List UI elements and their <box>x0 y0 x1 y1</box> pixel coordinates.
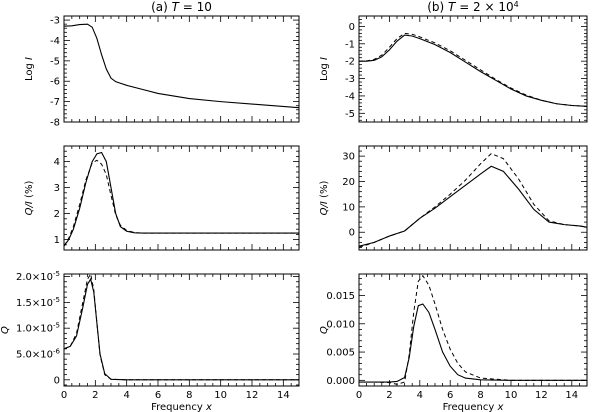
y-tick-label: 2.0×10-5 <box>16 270 60 283</box>
plot-frame <box>358 273 588 387</box>
y-tick-label: 3 <box>54 183 60 194</box>
y-tick-label: 10 <box>342 202 355 213</box>
x-tick-label: 14 <box>277 390 290 401</box>
chart-panel-2: 0 -1 -2 -3 -4 -5 (b) T = 2 × 104 Log I <box>319 0 588 123</box>
y-tick-label: 0 <box>349 228 355 239</box>
y-tick-label: -6 <box>50 77 60 88</box>
x-tick-label: 0 <box>61 390 67 401</box>
y-tick-label: -4 <box>50 36 60 47</box>
solid-series-line <box>64 151 299 247</box>
y-tick-label: 0.000 <box>326 376 355 387</box>
y-axis-label: Q/I (%) <box>319 181 330 216</box>
y-tick-label: -3 <box>345 74 355 85</box>
plot-frame <box>63 15 300 123</box>
y-tick-label: 1 <box>54 235 60 246</box>
y-tick-label: 5.0×10-6 <box>16 348 61 361</box>
chart-panel-4: 0 10 20 30 Q/I (%) <box>319 145 588 251</box>
solid-series-line <box>64 23 299 109</box>
solid-series-line <box>359 34 587 107</box>
y-tick-label: -3 <box>50 16 60 27</box>
plot-frame <box>358 15 588 123</box>
x-tick-label: 2 <box>92 390 98 401</box>
x-tick-label: 6 <box>155 390 161 401</box>
chart-panel-1: -3 -4 -5 -6 -7 -8 (a) T = 10 Log I <box>24 0 300 129</box>
chart-panel-6: 0 2 4 6 8 10 12 14 0.000 0.005 0.010 0.015 Q Frequenc… <box>319 273 588 412</box>
x-tick-label: 8 <box>186 390 192 401</box>
y-tick-label: 1.0×10-5 <box>16 322 60 335</box>
solid-series-line <box>359 165 587 247</box>
y-axis-label: Q <box>319 326 330 334</box>
solid-series-line <box>64 277 299 381</box>
x-tick-label: 0 <box>356 390 362 401</box>
x-tick-label: 12 <box>246 390 259 401</box>
x-tick-label: 14 <box>565 390 578 401</box>
solid-series-line <box>359 303 587 383</box>
y-tick-label: 2 <box>54 209 60 220</box>
dashed-series-line <box>359 32 587 107</box>
x-tick-label: 8 <box>477 390 483 401</box>
dashed-series-line <box>359 153 587 248</box>
x-tick-label: 10 <box>214 390 227 401</box>
x-tick-label: 10 <box>505 390 518 401</box>
y-axis-label: Log I <box>319 57 330 81</box>
dashed-series-line <box>64 159 299 247</box>
x-tick-label: 4 <box>123 390 129 401</box>
chart-title: (a) T = 10 <box>151 0 212 14</box>
y-tick-label: 30 <box>342 152 355 163</box>
y-tick-label: 1.5×10-5 <box>16 296 60 309</box>
y-tick-label: 0.005 <box>326 348 355 359</box>
y-tick-label: -5 <box>345 109 355 120</box>
x-axis-label: Frequency x <box>443 402 504 412</box>
y-tick-label: -5 <box>50 56 60 67</box>
y-tick-label: 4 <box>54 157 60 168</box>
x-axis-label: Frequency x <box>151 402 212 412</box>
chart-panel-3: 1 2 3 4 Q/I (%) <box>24 145 300 251</box>
y-tick-label: 0.010 <box>326 319 355 330</box>
y-axis-label: Q <box>0 326 11 334</box>
dashed-series-line <box>64 274 299 381</box>
y-tick-label: -1 <box>345 39 355 50</box>
y-tick-label: 20 <box>342 177 355 188</box>
y-tick-label: 0.015 <box>326 291 355 302</box>
y-tick-label: 0 <box>349 22 355 33</box>
y-axis-label: Log I <box>24 57 35 81</box>
y-tick-label: -2 <box>345 57 355 68</box>
y-tick-label: -4 <box>345 91 355 102</box>
chart-panel-5: 0 2 4 6 8 10 12 14 0 5.0×10-6 1.0×10-5 1.5×10-5 2.0×… <box>0 270 300 412</box>
y-tick-label: -7 <box>50 97 60 108</box>
plot-frame <box>63 273 300 387</box>
x-tick-label: 4 <box>417 390 423 401</box>
chart-title: (b) T = 2 × 104 <box>427 0 519 14</box>
x-tick-label: 12 <box>535 390 548 401</box>
dashed-series-line <box>359 274 587 385</box>
y-tick-label: 0 <box>54 375 60 386</box>
plot-frame <box>63 145 300 251</box>
x-tick-label: 2 <box>386 390 392 401</box>
y-axis-label: Q/I (%) <box>24 181 35 216</box>
x-tick-label: 6 <box>447 390 453 401</box>
y-tick-label: -8 <box>50 118 60 129</box>
